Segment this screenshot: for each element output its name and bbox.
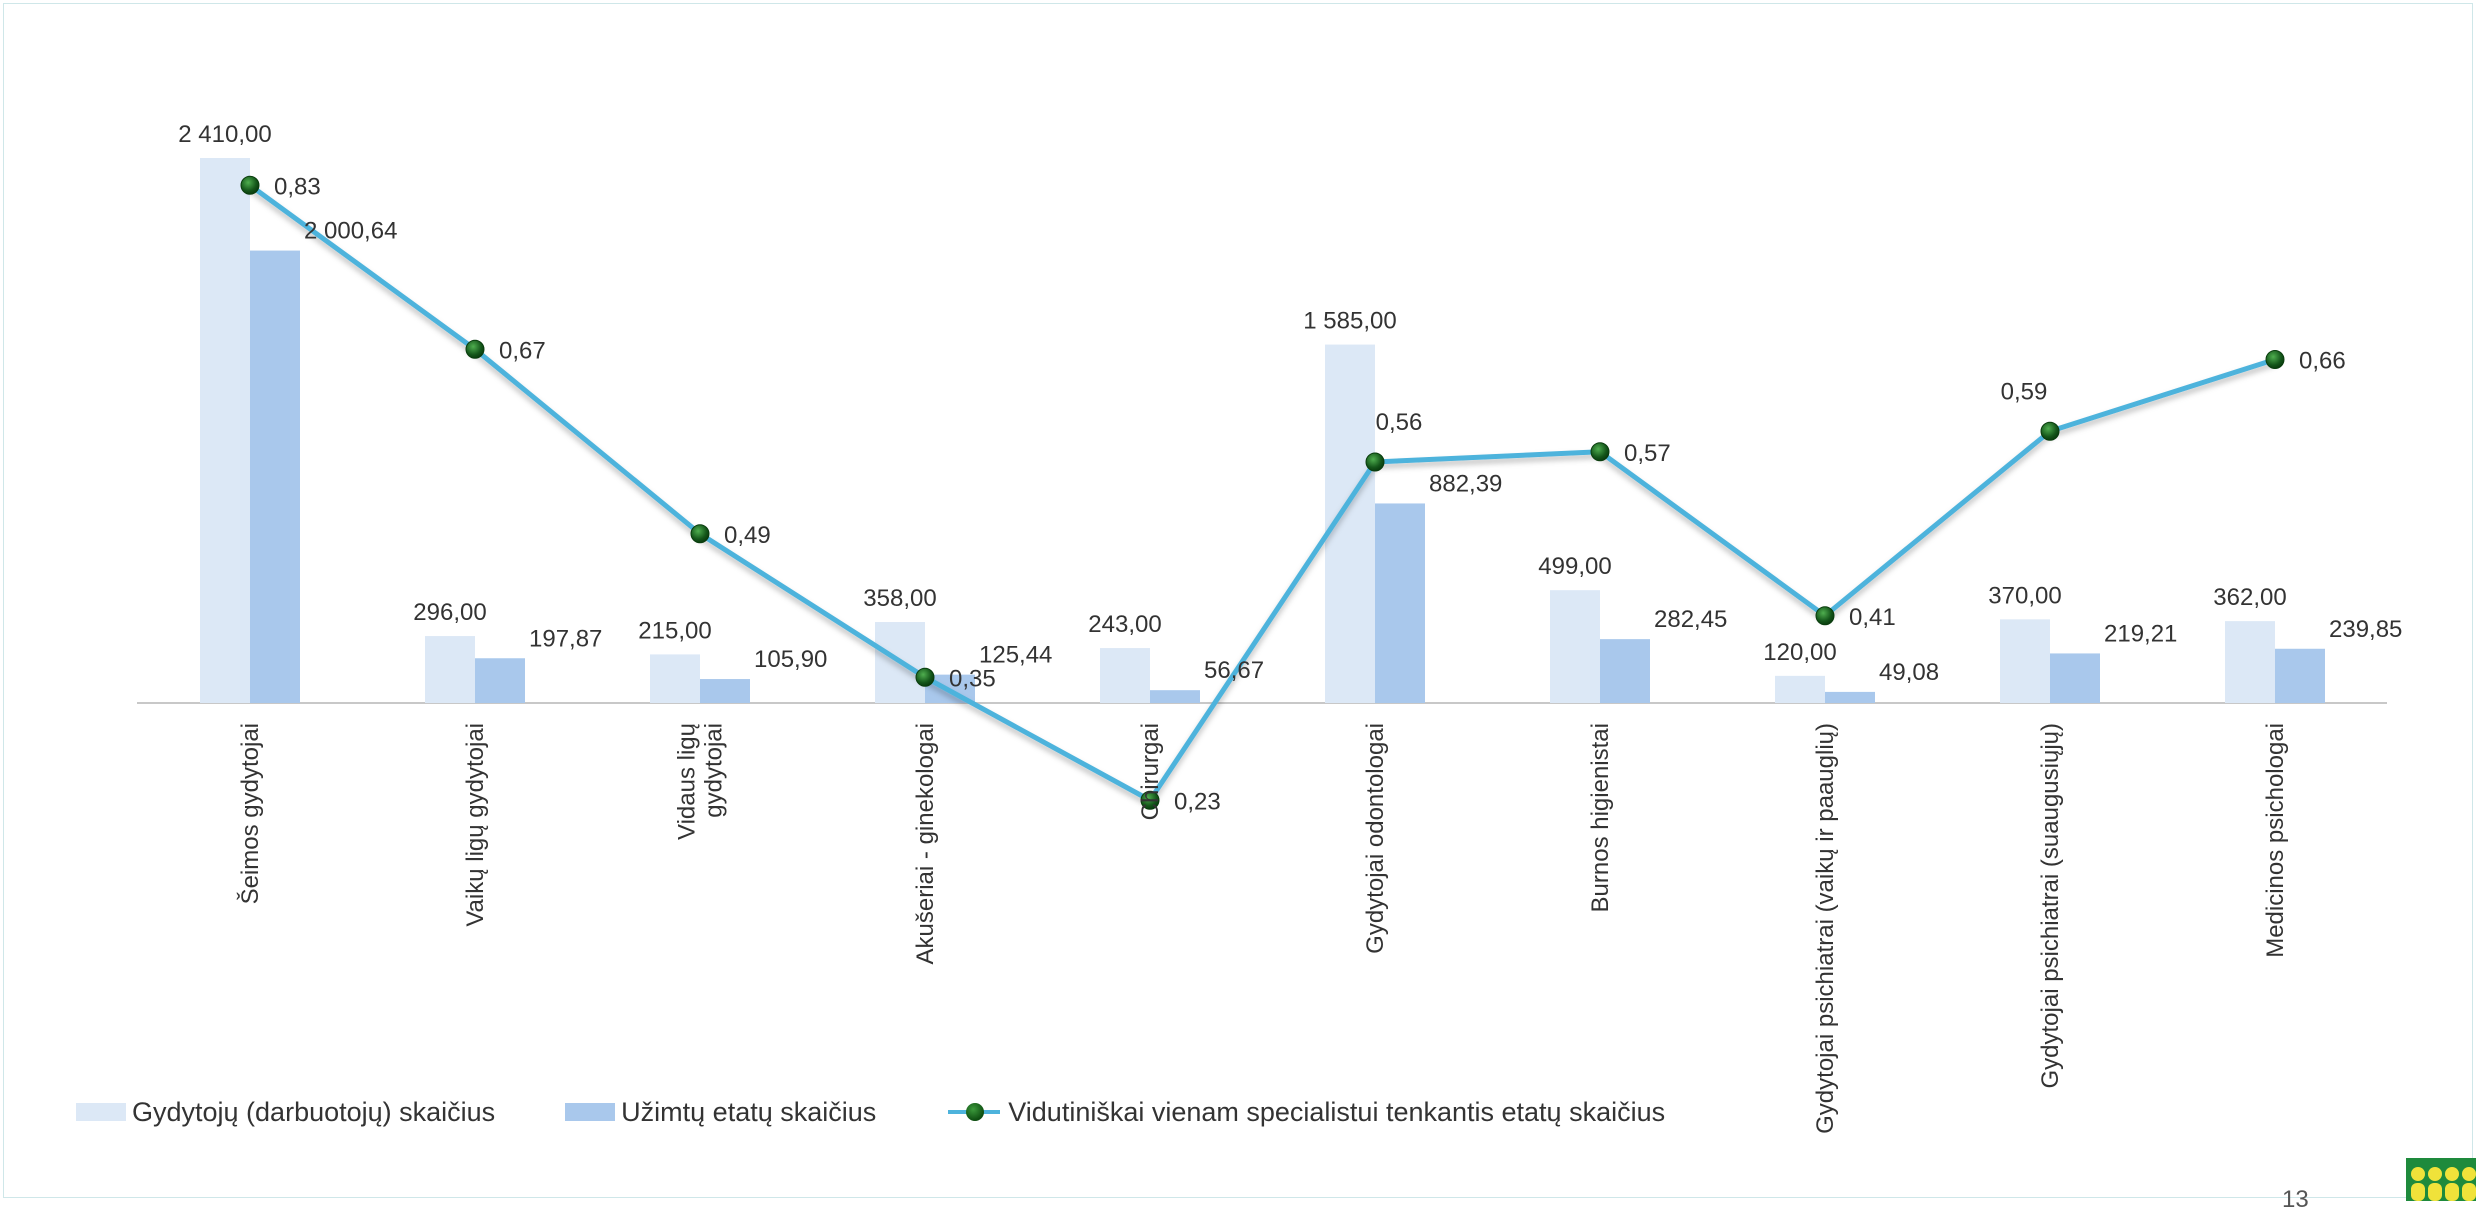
category-label-gydytojai-psichiatrai-vaiku-ir-paaugliu: Gydytojai psichiatrai (vaikų ir paauglių… — [1812, 723, 1839, 1134]
data-label-ratio-vidaus-ligu-gydytojai: 0,49 — [724, 522, 771, 549]
data-label-positions-seimos-gydytojai: 2 000,64 — [304, 218, 397, 245]
legend-swatch-doctors — [76, 1103, 126, 1121]
category-label-gydytojai-odontologai: Gydytojai odontologai — [1362, 723, 1389, 954]
legend-label-ratio: Vidutiniškai vienam specialistui tenkant… — [1008, 1096, 1666, 1127]
category-label-akuseriai-ginekologai: Akušeriai - ginekologai — [912, 723, 939, 964]
data-label-positions-medicinos-psichologai: 239,85 — [2329, 616, 2402, 643]
marker-ratio-vidaus-ligu-gydytojai — [690, 524, 710, 544]
marker-ratio-gydytojai-psichiatrai-suaugusiuju — [2040, 421, 2060, 441]
data-label-ratio-akuseriai-ginekologai: 0,35 — [949, 665, 996, 692]
legend-label-positions: Užimtų etatų skaičius — [621, 1096, 877, 1127]
category-label-burnos-higienistai: Burnos higienistai — [1587, 723, 1614, 912]
bar-doctors-gydytojai-psichiatrai-suaugusiuju — [2000, 619, 2050, 703]
data-label-doctors-gydytojai-psichiatrai-suaugusiuju: 370,00 — [1988, 582, 2061, 609]
data-label-ratio-medicinos-psichologai: 0,66 — [2299, 348, 2346, 375]
bar-doctors-burnos-higienistai — [1550, 590, 1600, 703]
bar-positions-vaiku-ligu-gydytojai — [475, 658, 525, 703]
page-number: 13 — [2282, 1186, 2309, 1213]
category-label-chirurgai: Chirurgai — [1137, 723, 1164, 820]
data-label-doctors-gydytojai-psichiatrai-vaiku-ir-paaugliu: 120,00 — [1763, 639, 1836, 666]
data-label-ratio-chirurgai: 0,23 — [1174, 788, 1221, 815]
legend-item-doctors: Gydytojų (darbuotojų) skaičius — [76, 1097, 495, 1128]
bar-doctors-vidaus-ligu-gydytojai — [650, 654, 700, 703]
marker-ratio-vaiku-ligu-gydytojai — [465, 339, 485, 359]
bar-doctors-medicinos-psichologai — [2225, 621, 2275, 703]
data-label-ratio-gydytojai-psichiatrai-suaugusiuju: 0,59 — [2001, 378, 2048, 405]
slide-frame — [3, 3, 2473, 1198]
bar-positions-medicinos-psichologai — [2275, 648, 2325, 703]
bar-positions-burnos-higienistai — [1600, 639, 1650, 703]
data-label-ratio-gydytojai-psichiatrai-vaiku-ir-paaugliu: 0,41 — [1849, 604, 1896, 631]
bar-doctors-vaiku-ligu-gydytojai — [425, 636, 475, 703]
data-label-positions-vidaus-ligu-gydytojai: 105,90 — [754, 646, 827, 673]
bar-positions-chirurgai — [1150, 690, 1200, 703]
data-label-positions-akuseriai-ginekologai: 125,44 — [979, 642, 1052, 669]
data-label-doctors-gydytojai-odontologai: 1 585,00 — [1303, 308, 1396, 335]
category-label-vaiku-ligu-gydytojai: Vaikų ligų gydytojai — [462, 723, 489, 927]
bar-positions-seimos-gydytojai — [250, 250, 300, 703]
data-label-ratio-seimos-gydytojai: 0,83 — [274, 173, 321, 200]
marker-ratio-gydytojai-odontologai — [1365, 452, 1385, 472]
bar-positions-gydytojai-odontologai — [1375, 503, 1425, 703]
data-label-positions-chirurgai: 56,67 — [1204, 657, 1264, 684]
bar-doctors-chirurgai — [1100, 648, 1150, 703]
marker-ratio-seimos-gydytojai — [240, 175, 260, 195]
data-label-positions-gydytojai-odontologai: 882,39 — [1429, 470, 1502, 497]
data-label-doctors-chirurgai: 243,00 — [1088, 611, 1161, 638]
marker-ratio-gydytojai-psichiatrai-vaiku-ir-paaugliu — [1815, 606, 1835, 626]
data-label-positions-gydytojai-psichiatrai-vaiku-ir-paaugliu: 49,08 — [1879, 659, 1939, 686]
legend-label-doctors: Gydytojų (darbuotojų) skaičius — [132, 1096, 496, 1127]
legend-item-ratio: Vidutiniškai vienam specialistui tenkant… — [946, 1097, 1665, 1128]
data-label-ratio-vaiku-ligu-gydytojai: 0,67 — [499, 337, 546, 364]
data-label-doctors-vidaus-ligu-gydytojai: 215,00 — [638, 617, 711, 644]
data-label-positions-vaiku-ligu-gydytojai: 197,87 — [529, 625, 602, 652]
data-label-positions-burnos-higienistai: 282,45 — [1654, 606, 1727, 633]
bar-positions-gydytojai-psichiatrai-suaugusiuju — [2050, 653, 2100, 703]
bar-doctors-seimos-gydytojai — [200, 158, 250, 703]
category-label-medicinos-psichologai: Medicinos psichologai — [2262, 723, 2289, 958]
legend-swatch-ratio-line — [946, 1102, 1002, 1122]
line-ratio-series — [248, 183, 2276, 803]
category-label-vidaus-ligu-gydytojai: Vidaus ligųgydytojai — [674, 723, 728, 840]
marker-ratio-medicinos-psichologai — [2265, 350, 2285, 369]
marker-ratio-burnos-higienistai — [1590, 442, 1610, 462]
legend: Gydytojų (darbuotojų) skaičius Užimtų et… — [76, 1092, 1735, 1132]
data-label-doctors-burnos-higienistai: 499,00 — [1538, 553, 1611, 580]
bar-positions-gydytojai-psichiatrai-vaiku-ir-paaugliu — [1825, 691, 1875, 703]
data-label-ratio-gydytojai-odontologai: 0,56 — [1376, 409, 1423, 436]
marker-ratio-chirurgai — [1140, 790, 1160, 810]
data-label-doctors-seimos-gydytojai: 2 410,00 — [178, 121, 271, 148]
data-label-doctors-medicinos-psichologai: 362,00 — [2213, 584, 2286, 611]
data-label-ratio-burnos-higienistai: 0,57 — [1624, 440, 1671, 467]
data-label-doctors-akuseriai-ginekologai: 358,00 — [863, 585, 936, 612]
legend-item-positions: Užimtų etatų skaičius — [565, 1097, 876, 1128]
category-label-gydytojai-psichiatrai-suaugusiuju: Gydytojai psichiatrai (suaugusiųjų) — [2037, 723, 2064, 1089]
logo-icon — [2406, 1158, 2476, 1201]
data-label-positions-gydytojai-psichiatrai-suaugusiuju: 219,21 — [2104, 620, 2177, 647]
bar-positions-vidaus-ligu-gydytojai — [700, 679, 750, 703]
legend-swatch-positions — [565, 1103, 616, 1121]
bar-doctors-gydytojai-psichiatrai-vaiku-ir-paaugliu — [1775, 675, 1825, 703]
marker-ratio-akuseriai-ginekologai — [915, 667, 935, 687]
data-label-doctors-vaiku-ligu-gydytojai: 296,00 — [413, 599, 486, 626]
category-label-seimos-gydytojai: Šeimos gydytojai — [236, 723, 264, 904]
